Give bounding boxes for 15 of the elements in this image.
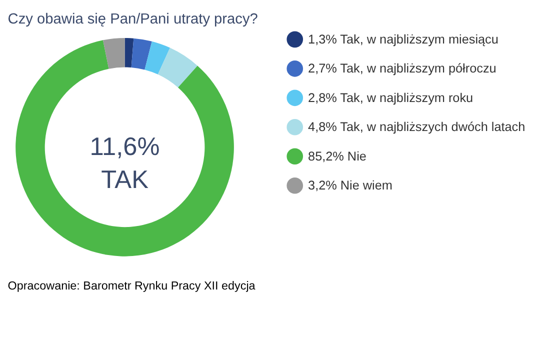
- donut-slice: [124, 38, 134, 68]
- legend-label: 3,2% Nie wiem: [308, 178, 392, 193]
- donut-slice: [131, 38, 152, 70]
- donut-slice: [158, 48, 198, 88]
- chart-title: Czy obawia się Pan/Pani utraty pracy?: [8, 11, 258, 28]
- text: 11,6% TAK: [90, 132, 160, 194]
- legend-label: 4,8% Tak, w najbliższych dwóch latach: [308, 120, 526, 134]
- text: Opracowanie: Barometr Rynku Pracy XII edycja: [8, 279, 256, 292]
- legend-label: 85,2% Nie: [308, 149, 366, 164]
- donut-slice: [102, 38, 125, 69]
- legend-label: 2,7% Tak, w najbliższym półroczu: [308, 62, 496, 76]
- legend-label: 1,3% Tak, w najbliższym miesiącu: [308, 32, 498, 46]
- legend-label: 2,8% Tak, w najbliższym roku: [308, 90, 474, 105]
- donut-slice: [16, 40, 234, 256]
- donut-slice: [144, 41, 170, 74]
